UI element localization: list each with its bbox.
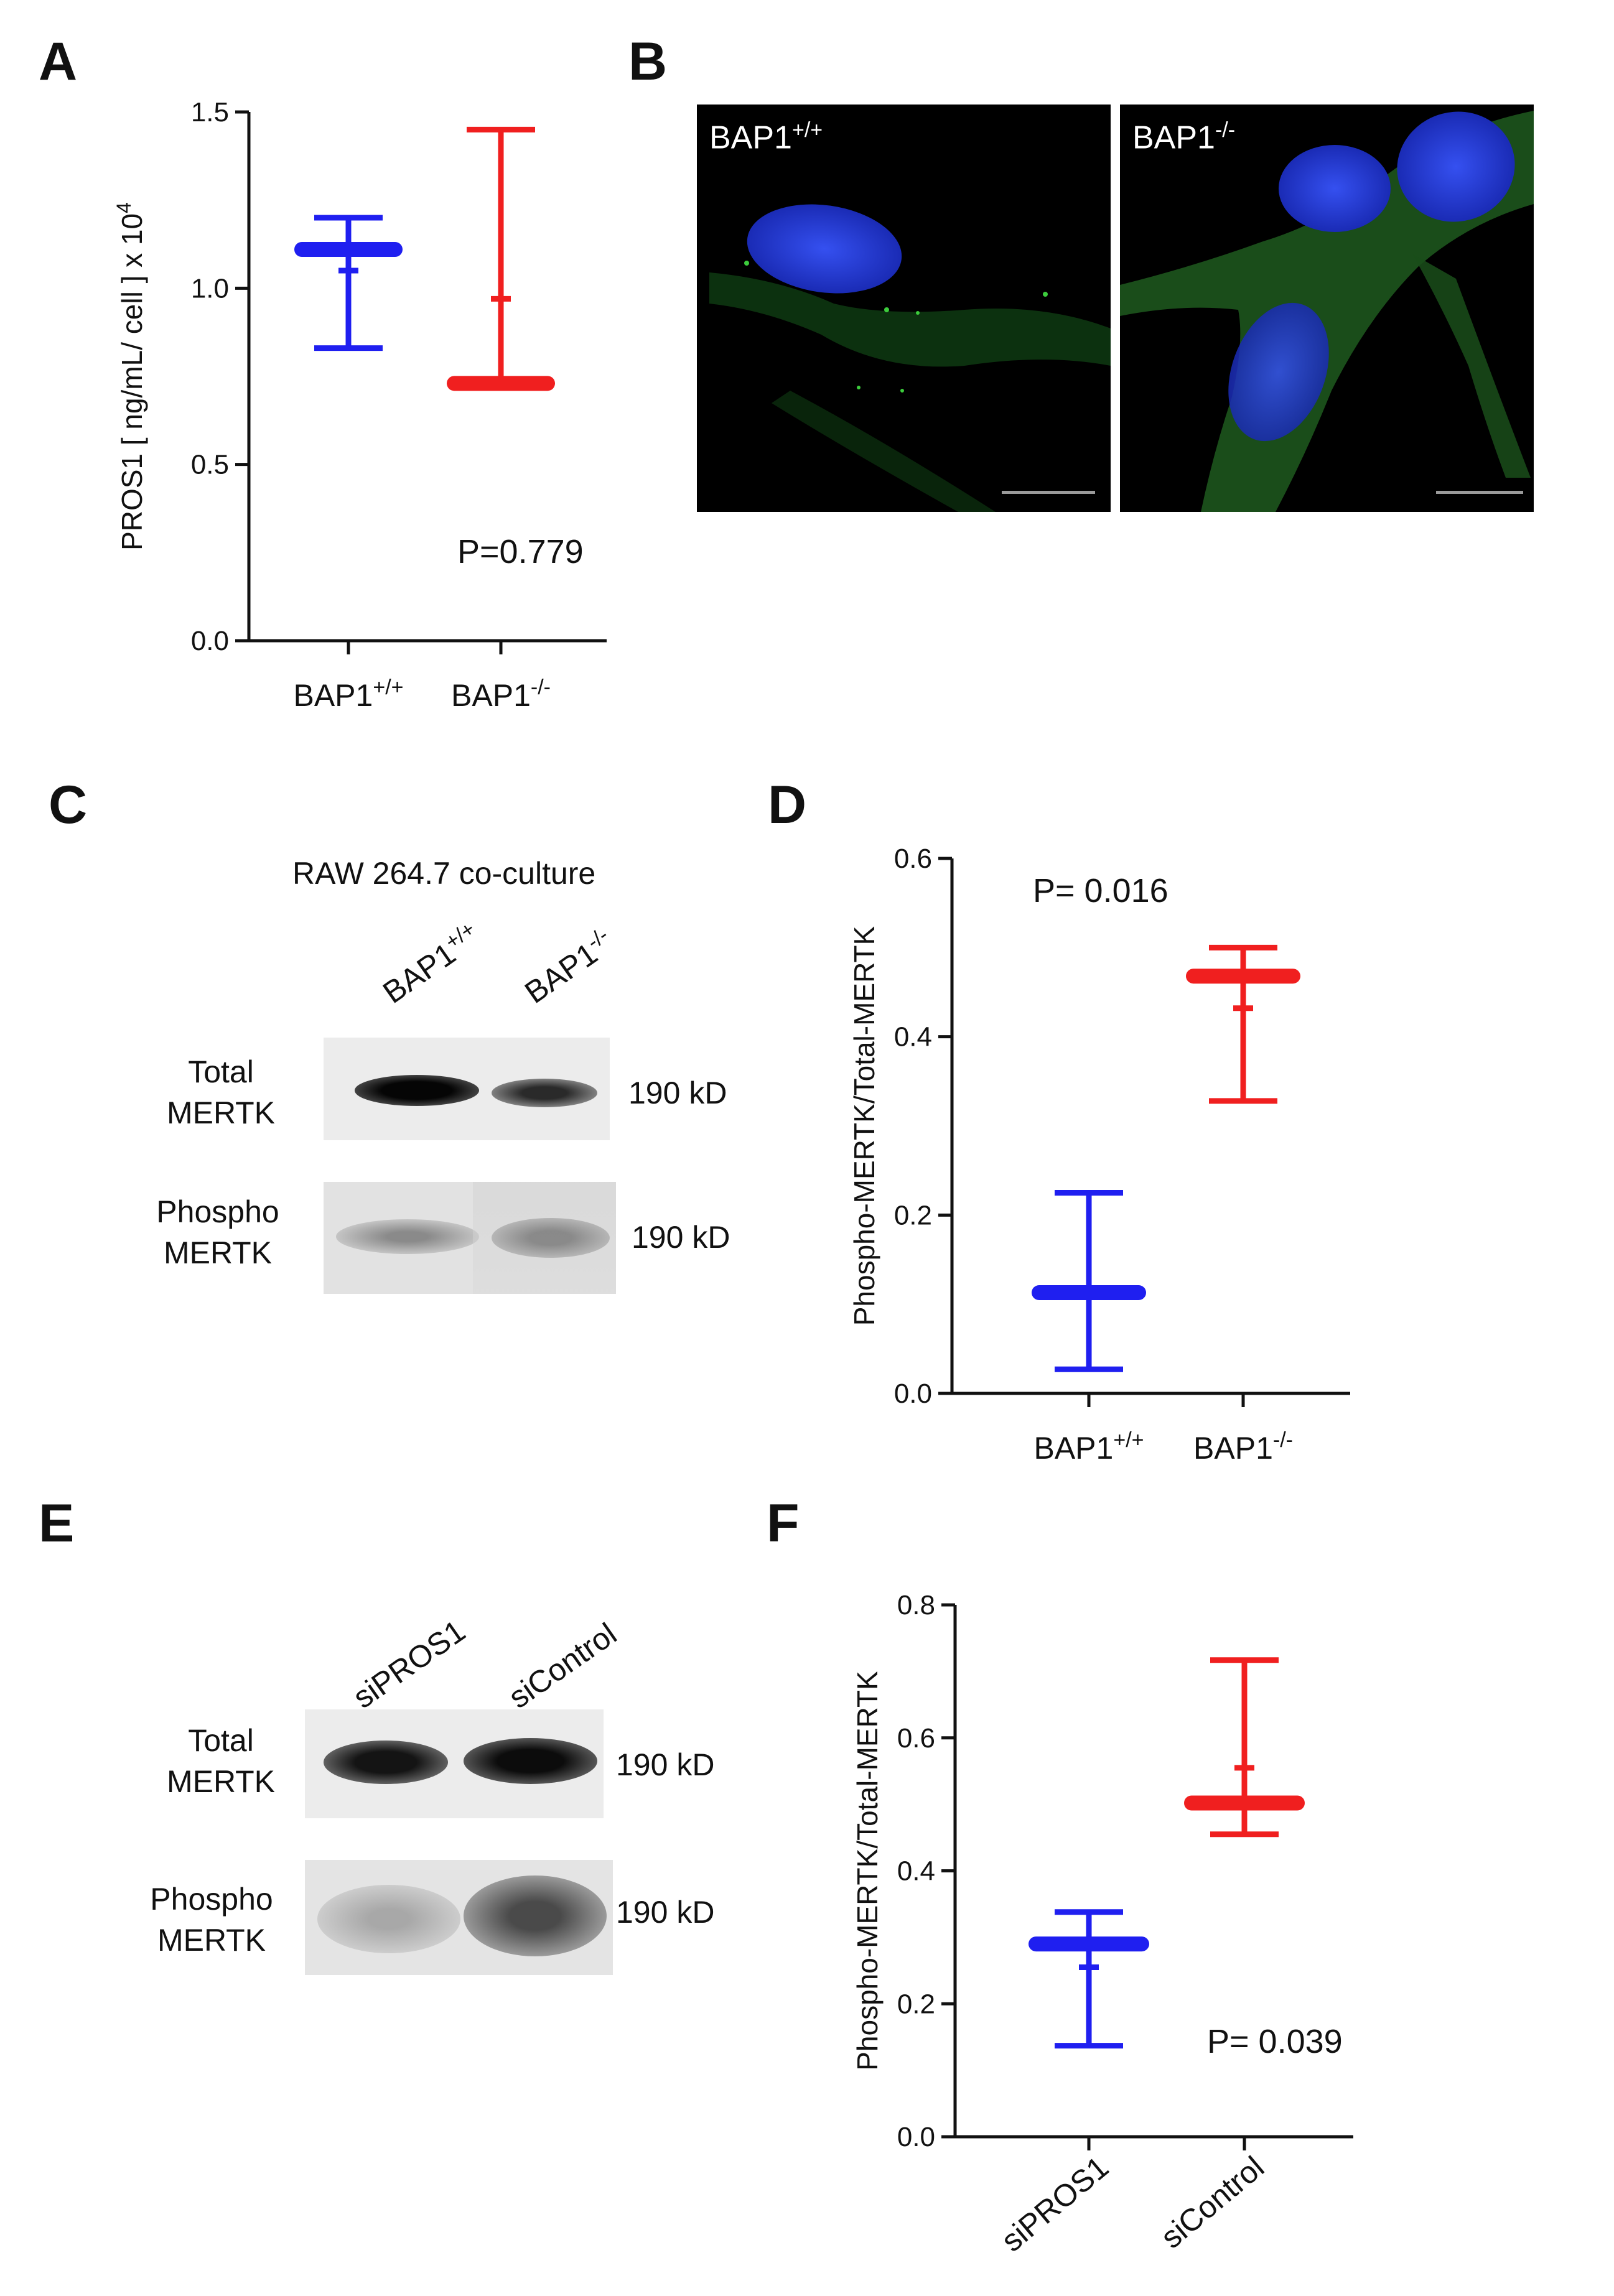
micrograph-wt-image bbox=[709, 204, 1111, 512]
lane-label-bap1-wt: BAP1+/+ bbox=[376, 917, 480, 1010]
scale-bar bbox=[1002, 491, 1095, 494]
micrograph-ko-image bbox=[1120, 111, 1534, 512]
lane-label-sipros1: siPROS1 bbox=[347, 1613, 472, 1716]
y-axis-label: PROS1 [ ng/mL/ cell ] x 104 bbox=[113, 202, 148, 551]
y-tick-label: 0.4 bbox=[894, 1022, 932, 1053]
y-tick-label: 0.0 bbox=[894, 1378, 932, 1409]
blot-row-label-total: Total MERTK bbox=[166, 1054, 276, 1130]
data-series-2 bbox=[1186, 944, 1300, 1104]
scale-bar bbox=[1436, 491, 1523, 494]
p-value-annotation: P= 0.039 bbox=[1207, 2023, 1343, 2060]
y-tick-label: 0.8 bbox=[897, 1590, 935, 1620]
micrograph-wt-label: BAP1+/+ bbox=[709, 118, 823, 156]
lane-label-bap1-ko: BAP1-/- bbox=[518, 923, 613, 1010]
y-tick-label: 0.0 bbox=[897, 2122, 935, 2152]
y-axis-label: Phospho-MERTK/Total-MERTK bbox=[848, 926, 880, 1326]
x-category-label: BAP1+/+ bbox=[293, 676, 403, 713]
blot-total-mertk-c bbox=[324, 1038, 610, 1140]
blot-row-label-phospho: Phospho MERTK bbox=[150, 1882, 273, 1958]
y-tick-label: 0.0 bbox=[191, 626, 229, 656]
lane-label-sicontrol: siControl bbox=[502, 1616, 623, 1716]
y-tick-label: 0.6 bbox=[894, 844, 932, 874]
x-category-label: BAP1+/+ bbox=[1033, 1428, 1144, 1466]
kd-label: 190 kD bbox=[628, 1076, 727, 1110]
panel-letter-b: B bbox=[628, 32, 668, 91]
x-category-label: BAP1-/- bbox=[451, 676, 551, 713]
blot-row-label-total: Total MERTK bbox=[166, 1723, 276, 1799]
y-tick-label: 0.2 bbox=[894, 1200, 932, 1230]
kd-label: 190 kD bbox=[632, 1220, 730, 1255]
y-tick-label: 0.6 bbox=[897, 1723, 935, 1754]
panel-letter-a: A bbox=[39, 32, 78, 91]
y-tick-label: 0.4 bbox=[897, 1856, 935, 1887]
y-tick-label: 0.5 bbox=[191, 450, 229, 480]
y-tick-label: 1.5 bbox=[191, 97, 229, 128]
kd-label: 190 kD bbox=[616, 1895, 715, 1930]
data-series-1 bbox=[1032, 1190, 1146, 1372]
panel-letter-f: F bbox=[767, 1494, 800, 1553]
p-value-annotation: P=0.779 bbox=[457, 533, 584, 570]
panel-letter-d: D bbox=[768, 775, 807, 835]
blot-title: RAW 264.7 co-culture bbox=[292, 856, 596, 891]
x-category-label: siPROS1 bbox=[995, 2150, 1116, 2259]
kd-label: 190 kD bbox=[616, 1747, 715, 1782]
y-axis-label: Phospho-MERTK/Total-MERTK bbox=[851, 1671, 884, 2071]
micrograph-bap1-ko: BAP1-/- bbox=[1120, 105, 1534, 512]
x-category-label: BAP1-/- bbox=[1193, 1428, 1293, 1466]
micrograph-bap1-wt: BAP1+/+ bbox=[697, 105, 1111, 512]
blot-total-mertk-e bbox=[305, 1709, 604, 1818]
panel-letter-e: E bbox=[39, 1494, 75, 1553]
data-series-2 bbox=[1184, 1657, 1305, 1838]
chart-f: 0.0 0.2 0.4 0.6 0.8 Phospho-MERTK/Total-MERTK… bbox=[851, 1590, 1353, 2259]
y-tick-label: 0.2 bbox=[897, 1989, 935, 2019]
blot-row-label-phospho: Phospho MERTK bbox=[156, 1194, 279, 1270]
y-tick-label: 1.0 bbox=[191, 273, 229, 304]
data-series-1 bbox=[294, 215, 403, 351]
blot-phospho-mertk-c bbox=[324, 1182, 616, 1294]
chart-a: 0.0 0.5 1.0 1.5 PROS1 [ ng/mL/ cell ] x 104 B… bbox=[113, 97, 607, 713]
data-series-2 bbox=[447, 126, 555, 391]
micrograph-ko-label: BAP1-/- bbox=[1132, 118, 1236, 156]
chart-d: 0.0 0.2 0.4 0.6 Phospho-MERTK/Total-MERTK BAP… bbox=[848, 844, 1350, 1466]
x-category-label: siControl bbox=[1154, 2150, 1271, 2256]
blot-phospho-mertk-e bbox=[305, 1860, 613, 1975]
panel-letter-c: C bbox=[49, 775, 88, 835]
data-series-1 bbox=[1029, 1909, 1149, 2049]
p-value-annotation: P= 0.016 bbox=[1033, 872, 1169, 909]
